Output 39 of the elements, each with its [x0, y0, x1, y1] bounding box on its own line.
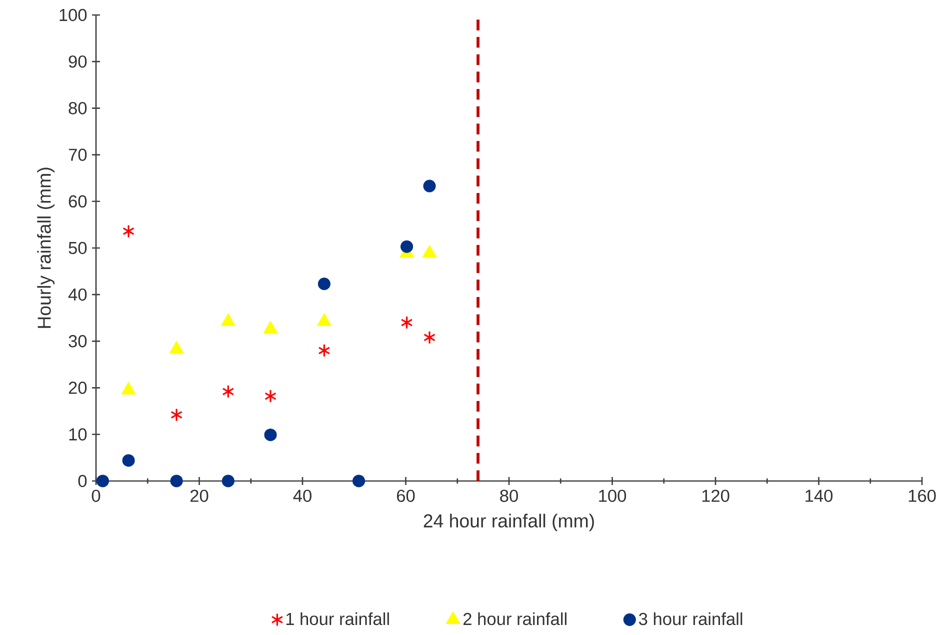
point: [424, 330, 436, 344]
y-tick-label: 20: [68, 382, 87, 394]
y-tick-label: 100: [60, 8, 87, 22]
y-tick-label: 80: [68, 102, 87, 114]
legend-label: 2 hour rainfall: [463, 612, 566, 626]
point: [122, 454, 135, 467]
x-tick-label: 20: [190, 490, 208, 502]
point: [318, 278, 330, 290]
y-tick-label: 50: [68, 242, 87, 254]
point: [222, 474, 234, 488]
x-tick-label: 60: [396, 490, 415, 502]
x-tick-label: 120: [702, 490, 730, 502]
y-tick-label: 90: [68, 55, 87, 68]
legend-label: 1 hour rainfall: [286, 612, 389, 626]
y-tick-label: 10: [69, 428, 87, 441]
y-axis-title: Hourly rainfall (mm): [37, 168, 55, 328]
point: [400, 316, 413, 330]
x-tick-label: 0: [92, 490, 100, 502]
x-tick-label: 100: [599, 490, 626, 502]
y-tick-label: 60: [68, 195, 87, 208]
point: [400, 240, 414, 253]
point: [264, 389, 276, 403]
x-axis-title: 24 hour rainfall (mm): [424, 514, 594, 532]
y-tick-label: 0: [78, 474, 87, 488]
point: [170, 408, 183, 422]
point: [423, 180, 436, 192]
y-tick-label: 70: [68, 148, 87, 161]
legend-label: 3 hour rainfall: [638, 612, 742, 626]
point: [122, 224, 135, 238]
y-tick-label: 30: [68, 335, 87, 348]
x-tick-label: 80: [500, 490, 518, 502]
point: [170, 474, 183, 488]
y-tick-label: 40: [68, 288, 87, 301]
x-tick-label: 40: [293, 490, 312, 502]
x-tick-label: 140: [806, 490, 833, 502]
point: [264, 428, 277, 442]
point: [222, 384, 234, 398]
point: [318, 344, 330, 358]
x-tick-label: 160: [908, 490, 936, 502]
